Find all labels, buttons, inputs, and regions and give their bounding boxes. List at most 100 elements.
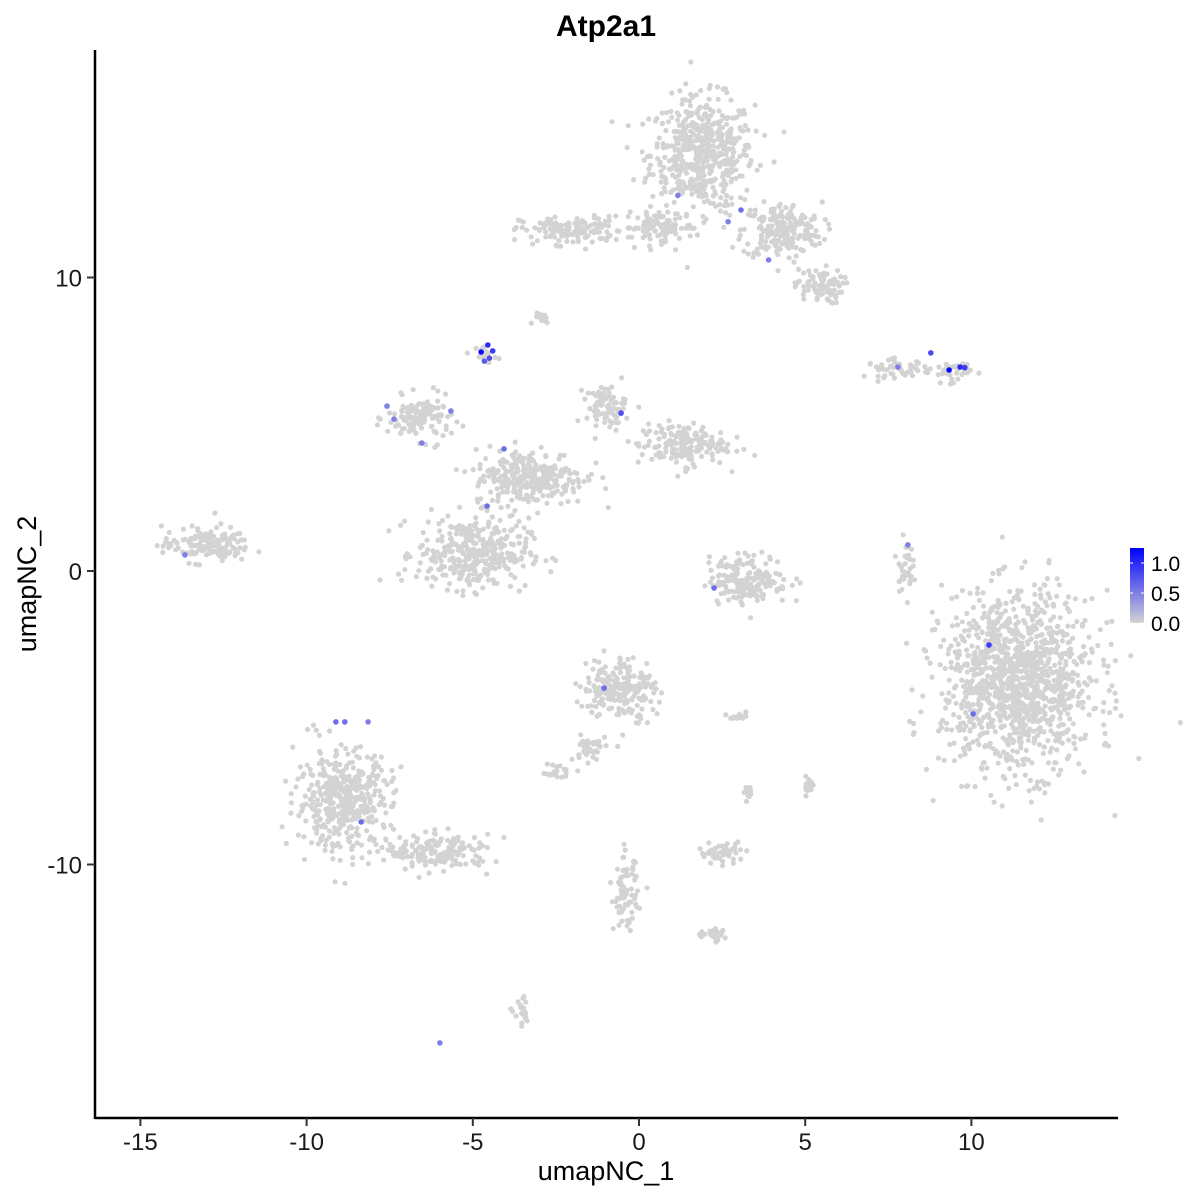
cell-point xyxy=(989,607,995,613)
cell-point xyxy=(523,999,529,1005)
cell-point xyxy=(980,590,986,596)
cell-point xyxy=(655,233,661,239)
cell-point xyxy=(436,418,442,425)
cell-point xyxy=(897,563,904,569)
cell-point xyxy=(1093,678,1099,684)
cell-point xyxy=(729,244,736,250)
cell-point xyxy=(959,619,965,625)
cell-point xyxy=(690,204,696,210)
cell-point xyxy=(1107,710,1113,716)
cell-point xyxy=(725,146,731,152)
cell-point xyxy=(1081,769,1087,775)
cell-point xyxy=(1082,732,1089,738)
cell-point xyxy=(971,672,977,678)
cell-point xyxy=(486,520,492,527)
cell-point xyxy=(631,244,638,251)
cell-point xyxy=(683,468,689,475)
cell-point xyxy=(410,427,416,433)
cell-point xyxy=(584,752,590,758)
cell-point xyxy=(1074,619,1080,625)
cell-point xyxy=(676,423,682,429)
cell-point xyxy=(350,765,356,771)
cell-point xyxy=(1065,623,1071,629)
cell-point xyxy=(1045,760,1052,766)
cell-point xyxy=(996,660,1002,666)
cell-point xyxy=(473,591,479,597)
cell-point xyxy=(406,421,412,427)
cell-point xyxy=(581,478,587,485)
cell-point xyxy=(229,534,235,540)
cell-point xyxy=(1079,658,1085,664)
cell-point xyxy=(595,393,601,399)
cell-point xyxy=(429,415,435,421)
cell-point xyxy=(525,529,531,535)
cell-point xyxy=(661,221,668,227)
cell-point xyxy=(955,724,961,731)
cell-point xyxy=(528,234,534,240)
cell-point xyxy=(583,246,589,252)
cell-point xyxy=(639,452,645,458)
cell-point xyxy=(1014,592,1021,598)
cell-point xyxy=(803,773,809,779)
cell-point xyxy=(695,161,701,167)
cell-point xyxy=(279,824,285,830)
cell-point xyxy=(601,734,608,740)
expressing-cell-point xyxy=(962,364,968,371)
cell-point xyxy=(498,504,504,511)
cell-point xyxy=(970,702,976,708)
cell-point xyxy=(424,575,430,582)
cell-point xyxy=(955,376,961,382)
cell-point xyxy=(990,666,997,672)
cell-point xyxy=(1021,617,1027,623)
cell-point xyxy=(1080,699,1086,705)
cell-point xyxy=(625,438,631,445)
cell-point xyxy=(924,655,930,661)
cell-point xyxy=(909,546,915,552)
cell-point xyxy=(861,373,867,379)
cell-point xyxy=(334,812,340,819)
cell-point xyxy=(582,235,588,241)
cell-point xyxy=(608,879,614,886)
cell-point xyxy=(426,843,432,849)
cell-point xyxy=(420,849,426,856)
cell-point xyxy=(650,172,656,178)
cell-point xyxy=(1000,566,1006,572)
cell-point xyxy=(1006,616,1012,622)
cell-point xyxy=(547,485,553,491)
cell-point xyxy=(376,802,382,808)
cell-point xyxy=(398,764,404,770)
cell-point xyxy=(491,580,497,586)
cell-point xyxy=(715,130,721,137)
cell-point xyxy=(1054,734,1060,740)
cell-point xyxy=(471,540,477,546)
cell-point xyxy=(536,226,542,233)
expressing-cell-point xyxy=(391,416,397,422)
cell-point xyxy=(729,115,736,121)
cell-point xyxy=(237,545,243,551)
cell-point xyxy=(596,689,602,696)
cell-point xyxy=(1040,707,1046,714)
cell-point xyxy=(1042,712,1048,718)
cell-point xyxy=(646,438,653,444)
cell-point xyxy=(602,664,608,670)
cell-point xyxy=(538,464,544,470)
cell-point xyxy=(550,227,556,233)
cell-point xyxy=(716,161,722,167)
cell-point xyxy=(949,595,955,601)
cell-point xyxy=(992,639,998,645)
cell-point xyxy=(1012,631,1019,638)
cell-point xyxy=(365,861,371,867)
cell-point xyxy=(590,228,597,234)
cell-point xyxy=(1109,683,1115,689)
cell-point xyxy=(586,679,592,686)
cell-point xyxy=(642,179,648,185)
cell-point xyxy=(193,561,199,567)
cell-point xyxy=(519,549,525,555)
cell-point xyxy=(779,597,785,603)
cell-point xyxy=(742,196,748,203)
cell-point xyxy=(439,517,446,524)
cell-point xyxy=(995,760,1001,766)
cell-point xyxy=(977,733,983,739)
cell-point xyxy=(1051,614,1057,620)
cell-point xyxy=(909,373,916,379)
